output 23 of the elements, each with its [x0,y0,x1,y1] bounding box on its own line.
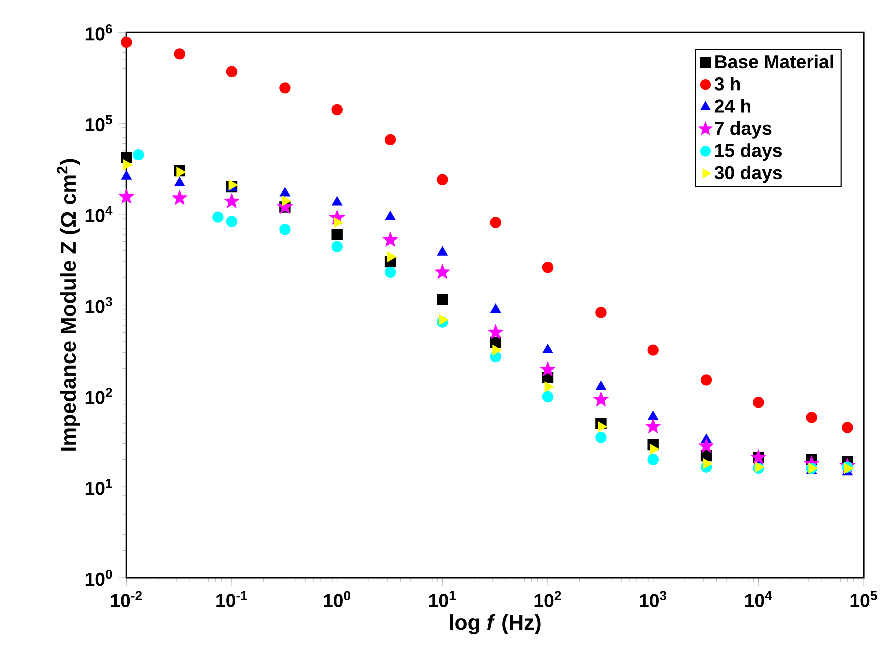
legend-label: 24 h [714,99,750,113]
x-tick-label: 10$^{-2}$ [111,591,142,608]
x-tick-label: 10$^{5}$ [850,591,878,608]
y-axis-title: Impedance Module Z (Ω cm$^{2}$) [57,159,80,451]
x-tick-label: 10$^{2}$ [534,591,562,608]
legend-label: 3 h [714,77,740,91]
legend-label: 30 days [714,166,782,184]
legend-label: 7 days [715,121,772,139]
legend-label: Base Material [716,54,834,69]
x-tick-label: 10$^{3}$ [640,591,667,608]
x-tick-label: 10$^{1}$ [429,591,456,608]
y-tick-label: 10$^{0}$ [86,570,112,586]
y-tick-label: 10$^{2}$ [86,388,112,404]
y-tick-label: 10$^{3}$ [86,297,112,314]
y-tick-label: 10$^{1}$ [86,479,112,496]
y-tick-label: 10$^{6}$ [86,24,112,41]
y-tick-label: 10$^{5}$ [86,115,112,132]
y-tick-label: 10$^{4}$ [86,206,113,223]
x-axis-title: log f (Hz) [450,614,541,635]
x-tick-label: 10$^{4}$ [745,591,772,608]
x-tick-label: 10$^{0}$ [324,591,350,608]
legend-label: 15 days [716,144,782,162]
x-tick-label: 10$^{-1}$ [216,591,248,608]
